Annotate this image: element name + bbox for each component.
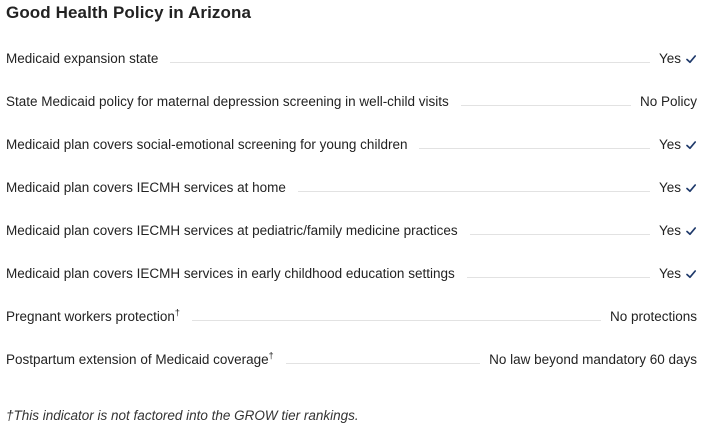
leader-line [469,234,650,235]
row-label: Medicaid plan covers social-emotional sc… [6,137,408,152]
row-label: Postpartum extension of Medicaid coverag… [6,350,274,367]
checkmark-icon [685,225,697,237]
checkmark-icon [685,182,697,194]
list-item: Postpartum extension of Medicaid coverag… [6,338,697,381]
page-title: Good Health Policy in Arizona [6,3,252,22]
row-value: No law beyond mandatory 60 days [489,352,697,367]
row-label: Medicaid expansion state [6,51,159,66]
footnote: †This indicator is not factored into the… [6,408,359,423]
list-item: Medicaid plan covers social-emotional sc… [6,123,697,166]
list-item: Medicaid plan covers IECMH services at h… [6,166,697,209]
list-item: Medicaid plan covers IECMH services in e… [6,252,697,295]
checkmark-icon [685,268,697,280]
row-value: Yes [659,266,697,281]
row-label: State Medicaid policy for maternal depre… [6,94,449,109]
checkmark-icon [685,53,697,65]
row-label: Medicaid plan covers IECMH services in e… [6,266,455,281]
row-label: Medicaid plan covers IECMH services at h… [6,180,286,195]
list-item: Medicaid plan covers IECMH services at p… [6,209,697,252]
row-value: Yes [659,223,697,238]
leader-line [170,62,650,63]
leader-line [460,105,631,106]
row-value: No protections [609,309,697,324]
leader-line [419,148,650,149]
leader-line [191,320,601,321]
dagger-mark: † [268,350,274,361]
policy-list: Medicaid expansion state Yes State Medic… [6,37,697,381]
checkmark-icon [685,139,697,151]
leader-line [466,277,650,278]
list-item: Medicaid expansion state Yes [6,37,697,80]
row-value: No Policy [639,94,697,109]
leader-line [285,363,481,364]
row-value: Yes [659,137,697,152]
row-label: Pregnant workers protection† [6,307,180,324]
leader-line [297,191,650,192]
dagger-mark: † [174,307,180,318]
row-label: Medicaid plan covers IECMH services at p… [6,223,458,238]
row-value: Yes [659,180,697,195]
list-item: Pregnant workers protection† No protecti… [6,295,697,338]
list-item: State Medicaid policy for maternal depre… [6,80,697,123]
row-value: Yes [659,51,697,66]
